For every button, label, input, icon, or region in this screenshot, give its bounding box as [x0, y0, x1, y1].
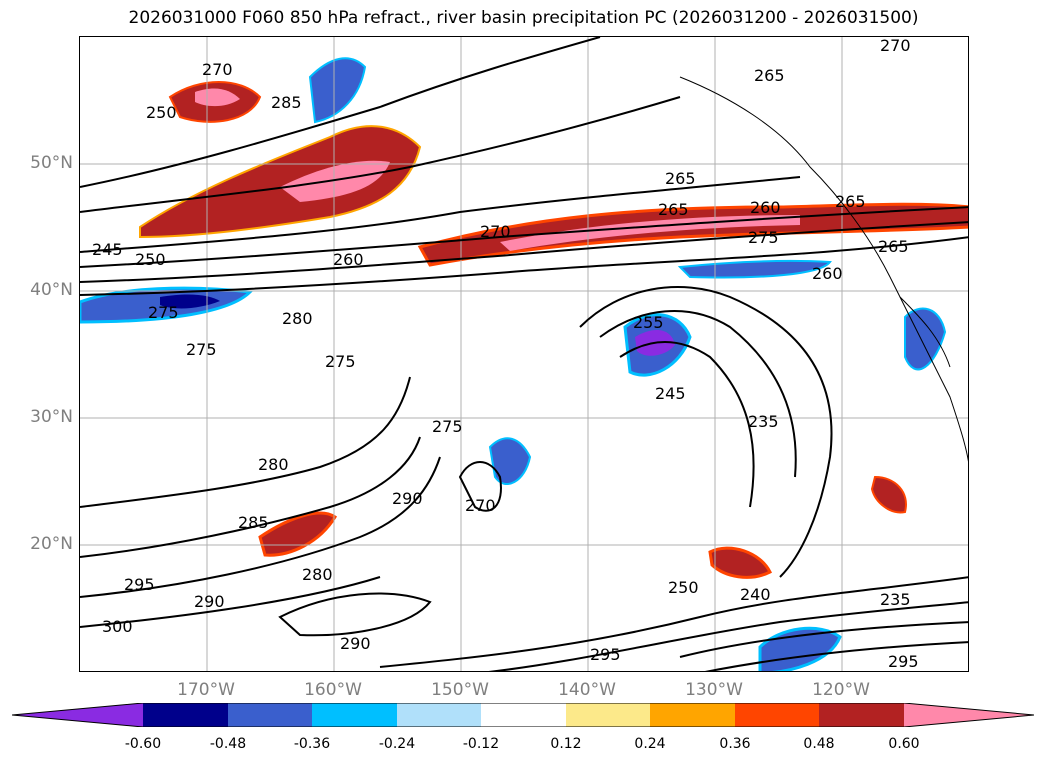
jet-precip-core — [500, 215, 800, 251]
contour-label: 295 — [888, 652, 919, 671]
contour-label: 235 — [880, 590, 911, 609]
coastal-positive — [870, 475, 907, 514]
contour-label: 290 — [194, 592, 225, 611]
colorbar-extend-high — [904, 703, 1034, 727]
contour-label: 260 — [750, 198, 781, 217]
contour-label: 265 — [878, 237, 909, 256]
graticule — [80, 37, 968, 671]
colorbar-segment — [312, 703, 397, 727]
colorbar-segment — [650, 703, 735, 727]
contour-label: 280 — [282, 309, 313, 328]
contour-label: 260 — [333, 250, 364, 269]
lon-tick-label: 160°W — [304, 680, 362, 700]
colorbar-tick-label: -0.60 — [124, 736, 162, 752]
gulf-alaska-pink — [195, 88, 240, 107]
contour-label: 245 — [655, 384, 686, 403]
contour-label: 300 — [102, 617, 133, 636]
colorbar-segment — [397, 703, 481, 727]
contour-label: 260 — [812, 264, 843, 283]
contour-label: 245 — [92, 240, 123, 259]
contour-label: 250 — [668, 578, 699, 597]
contour-label: 275 — [148, 303, 179, 322]
colorbar-segment — [228, 703, 312, 727]
contour-label: 290 — [392, 489, 423, 508]
contour-label: 285 — [238, 513, 269, 532]
lon-tick-label: 130°W — [685, 680, 743, 700]
contour-label: 240 — [740, 585, 771, 604]
contour-label: 295 — [590, 645, 621, 664]
contour-label: 265 — [658, 200, 689, 219]
contour-label: 235 — [748, 412, 779, 431]
map-canvas: 270 250 285 265 265 265 260 275 245 250 … — [80, 37, 968, 671]
lat-tick-label: 30°N — [30, 407, 73, 427]
contour-label: 265 — [835, 192, 866, 211]
coastline — [679, 76, 968, 462]
map-title: 2026031000 F060 850 hPa refract., river … — [128, 8, 919, 28]
contour-label: 270 — [880, 37, 911, 55]
lon-tick-label: 150°W — [431, 680, 489, 700]
contour-label: 250 — [146, 103, 177, 122]
colorbar-segment — [481, 703, 566, 727]
lat-tick-label: 20°N — [30, 534, 73, 554]
contour-label: 290 — [340, 634, 371, 653]
contour-label: 280 — [302, 565, 333, 584]
lon-tick-label: 140°W — [558, 680, 616, 700]
contour-label: 270 — [465, 496, 496, 515]
contour-label: 270 — [202, 60, 233, 79]
contour-label: 280 — [258, 455, 289, 474]
colorbar — [12, 703, 1034, 727]
contour-label: 285 — [271, 93, 302, 112]
subtropical-positive-se — [708, 546, 773, 579]
lat-tick-label: 50°N — [30, 153, 73, 173]
colorbar-segment — [566, 703, 650, 727]
lon-tick-label: 170°W — [177, 680, 235, 700]
colorbar-tick-label: -0.12 — [462, 736, 500, 752]
contour-label: 275 — [325, 352, 356, 371]
colorbar-tick-label: 0.48 — [803, 736, 835, 752]
coastal-negative — [904, 307, 947, 371]
contour-label: 275 — [748, 228, 779, 247]
subtropical-negative — [488, 437, 532, 486]
refractivity-contours — [80, 37, 968, 671]
contour-label: 265 — [754, 66, 785, 85]
positive-anomaly-core — [280, 160, 390, 202]
contour-label: 275 — [432, 417, 463, 436]
colorbar-tick-label: -0.24 — [378, 736, 416, 752]
contour-label: 270 — [480, 222, 511, 241]
north-negative-patch — [308, 57, 367, 124]
map-panel: 270 250 285 265 265 265 260 275 245 250 … — [79, 36, 969, 672]
contour-label: 265 — [665, 169, 696, 188]
colorbar-tick-label: -0.48 — [209, 736, 247, 752]
colorbar-tick-label: 0.60 — [888, 736, 920, 752]
precip-shading — [80, 57, 968, 671]
contour-label: 255 — [633, 313, 664, 332]
contour-label: 295 — [124, 575, 155, 594]
east-negative-band — [677, 259, 832, 279]
positive-anomaly-band — [139, 125, 422, 239]
colorbar-segment — [735, 703, 819, 727]
lat-tick-label: 40°N — [30, 280, 73, 300]
colorbar-extend-low — [12, 703, 143, 727]
colorbar-segment — [143, 703, 228, 727]
colorbar-tick-label: 0.24 — [634, 736, 666, 752]
colorbar-segment — [819, 703, 904, 727]
jet-precip-band — [417, 202, 968, 267]
contour-label: 275 — [186, 340, 217, 359]
contour-labels: 270 250 285 265 265 265 260 275 245 250 … — [92, 37, 919, 671]
colorbar-tick-label: 0.12 — [550, 736, 582, 752]
colorbar-tick-label: -0.36 — [293, 736, 331, 752]
lon-tick-label: 120°W — [812, 680, 870, 700]
colorbar-tick-label: 0.36 — [719, 736, 751, 752]
contour-label: 250 — [135, 250, 166, 269]
west-negative-core — [160, 294, 220, 309]
